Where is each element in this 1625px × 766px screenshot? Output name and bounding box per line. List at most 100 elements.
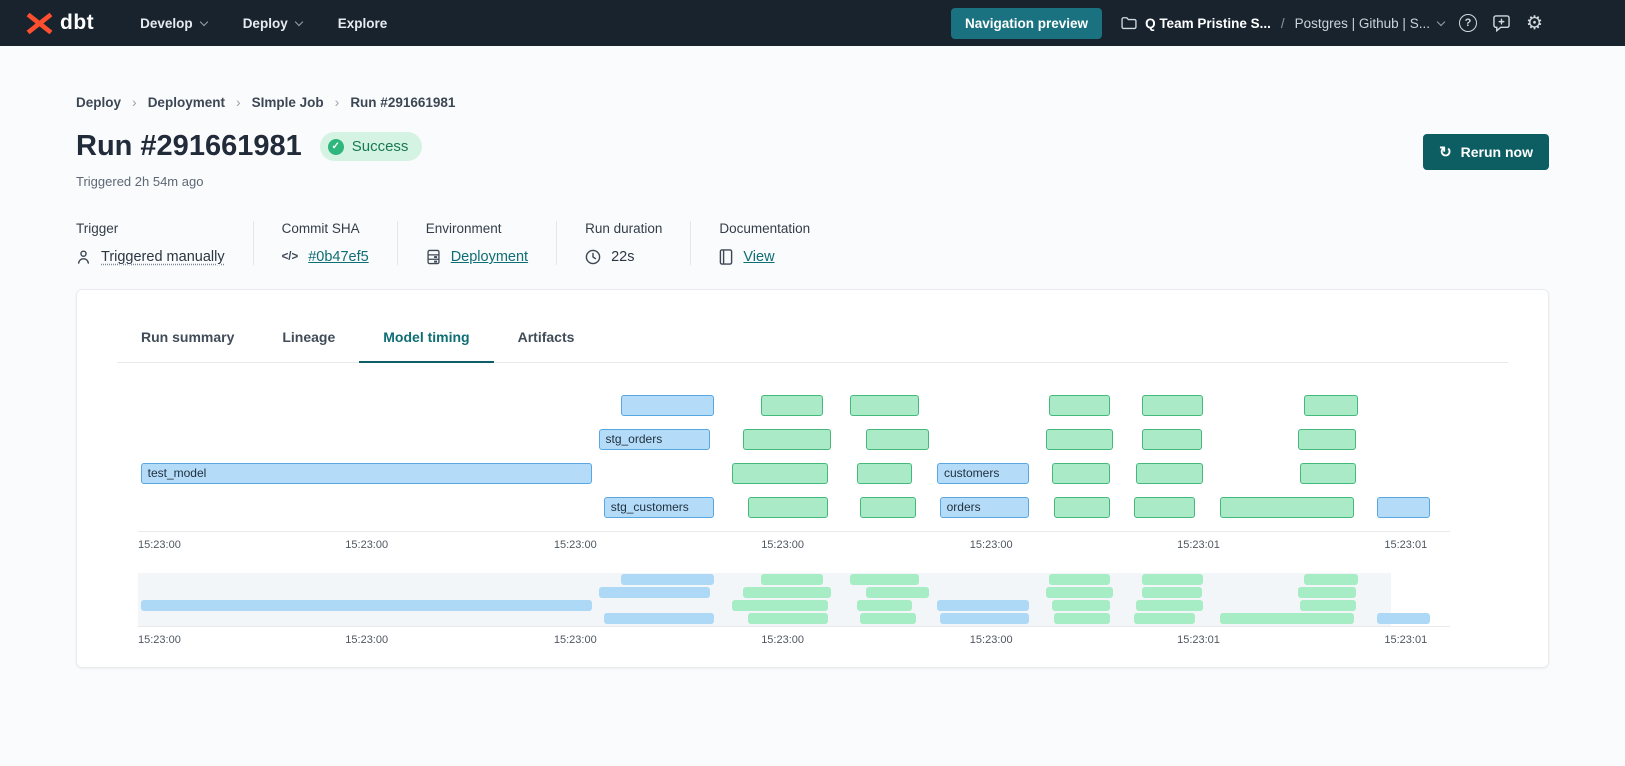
mini-gantt-bar-test [1300,600,1356,611]
refresh-icon: ↻ [1439,143,1452,161]
tab-run-summary[interactable]: Run summary [117,314,258,362]
gantt-bar-label: customers [944,466,1000,480]
tab-lineage[interactable]: Lineage [258,314,359,362]
timeline-brush[interactable] [138,573,1450,627]
gantt-bar-test[interactable] [1136,463,1204,484]
meta-label: Run duration [585,221,663,236]
gantt-bar-orders[interactable]: orders [939,497,1029,518]
menu-explore[interactable]: Explore [338,16,388,31]
gantt-bar-stg-orders[interactable]: stg_orders [598,429,711,450]
gantt-bar-label: test_model [147,466,207,480]
gantt-bar-label: stg_orders [605,432,663,446]
gantt-bar-test[interactable] [1304,395,1359,416]
gantt-bar-test[interactable] [850,395,919,416]
gantt-bar-stg-customers[interactable]: stg_customers [603,497,714,518]
dbt-logo[interactable]: dbt [26,11,94,35]
mini-gantt-bar-test [1053,613,1111,624]
menu-develop[interactable]: Develop [140,16,208,31]
tab-artifacts[interactable]: Artifacts [494,314,599,362]
gantt-bar-test[interactable] [732,463,829,484]
gantt-bar-test[interactable] [1141,429,1203,450]
gantt-row: stg_customers orders [138,497,1450,518]
gantt-bar-test[interactable] [1052,463,1111,484]
gantt-bar-test[interactable] [1297,429,1356,450]
navigation-preview-button[interactable]: Navigation preview [951,7,1103,39]
mini-gantt-bar-test [1133,613,1196,624]
gantt-bar-test[interactable] [1141,395,1204,416]
mini-gantt-bar-test [859,613,916,624]
axis-tick-label: 15:23:00 [345,539,389,551]
gantt-bar-model[interactable] [620,395,714,416]
mini-gantt-bar-test [866,587,930,598]
person-icon [76,249,91,265]
gantt-bar-test[interactable] [1220,497,1355,518]
meta-value-row: Deployment [426,249,528,265]
gantt-bar-test[interactable] [856,463,913,484]
gantt-bar-test[interactable] [742,429,831,450]
axis-tick-label: 15:23:01 [1384,634,1428,646]
page-header: Run #291661981 ✓ Success ↻ Rerun now [76,130,1549,170]
mini-gantt-bar-test [1304,574,1359,585]
gantt-bar-model[interactable] [1376,497,1431,518]
project-environment-selector[interactable]: Q Team Pristine S... / Postgres | Github… [1121,15,1446,31]
mini-gantt-row [138,587,1450,598]
meta-value-row: View [719,249,810,265]
project-name: Q Team Pristine S... [1145,15,1271,31]
gantt-bar-customers[interactable]: customers [937,463,1029,484]
time-axis-mini: 15:23:00 15:23:00 15:23:00 15:23:00 15:23:00… [138,626,1450,653]
tab-model-timing[interactable]: Model timing [359,314,494,363]
breadcrumb-item-deploy[interactable]: Deploy [76,94,122,110]
mini-gantt-bar-model [140,600,592,611]
gantt-bar-test-model[interactable]: test_model [140,463,592,484]
breadcrumb-item-deployment[interactable]: Deployment [147,94,225,110]
gantt-bar-test[interactable] [761,395,823,416]
chevron-down-icon [199,17,208,26]
gantt-bar-test[interactable] [1048,395,1111,416]
meta-group-trigger: Trigger Triggered manually [76,221,253,265]
run-metadata-row: Trigger Triggered manually Commit SHA </> #0… [76,221,1549,265]
settings-button[interactable]: ⚙ [1526,14,1543,33]
help-icon: ? [1458,14,1477,32]
gantt-bar-test[interactable] [748,497,829,518]
mini-gantt-bar-model [603,613,714,624]
gantt-bar-test[interactable] [1045,429,1113,450]
gantt-bar-test[interactable] [1300,463,1356,484]
project-separator: / [1280,15,1285,31]
meta-value-environment[interactable]: Deployment [450,249,529,265]
time-axis-main: 15:23:00 15:23:00 15:23:00 15:23:00 15:23:00… [138,531,1450,558]
gantt-bar-test[interactable] [859,497,916,518]
mini-gantt-row [138,600,1450,611]
mini-gantt-row [138,613,1450,624]
meta-group-documentation: Documentation View [690,221,838,265]
rerun-now-button[interactable]: ↻ Rerun now [1423,134,1549,170]
axis-tick-label: 15:23:00 [761,539,805,551]
gantt-bar-test[interactable] [866,429,930,450]
axis-tick-label: 15:23:00 [969,634,1013,646]
breadcrumb-item-simple-job[interactable]: SImple Job [251,94,324,110]
meta-value-row: 22s [585,249,662,265]
axis-tick-label: 15:23:00 [553,539,597,551]
tab-bar: Run summary Lineage Model timing Artifacts [117,290,1508,363]
triggered-ago-text: Triggered 2h 54m ago [76,174,204,189]
page-content: Deploy › Deployment › SImple Job › Run #291661… [0,94,1625,265]
axis-tick-label: 15:23:00 [345,634,389,646]
breadcrumb-separator: › [334,94,340,110]
menu-deploy[interactable]: Deploy [243,16,303,31]
axis-tick-label: 15:23:00 [553,634,597,646]
code-icon: </> [281,251,299,263]
mini-gantt-bar-test [850,574,919,585]
clock-icon [585,249,601,265]
gantt-bar-test[interactable] [1053,497,1111,518]
meta-group-commit-sha: Commit SHA </> #0b47ef5 [252,221,397,265]
check-circle-icon: ✓ [327,138,344,155]
feedback-button[interactable] [1492,14,1511,32]
mini-gantt-bar-test [748,613,829,624]
mini-gantt-bar-test [732,600,829,611]
gantt-bar-test[interactable] [1133,497,1196,518]
help-button[interactable]: ? [1458,14,1477,32]
meta-value-documentation[interactable]: View [743,249,775,265]
meta-value-commit-sha[interactable]: #0b47ef5 [308,249,369,265]
chevron-down-icon [294,17,303,26]
dbt-logo-icon [26,12,53,34]
mini-gantt-bar-test [1141,574,1204,585]
